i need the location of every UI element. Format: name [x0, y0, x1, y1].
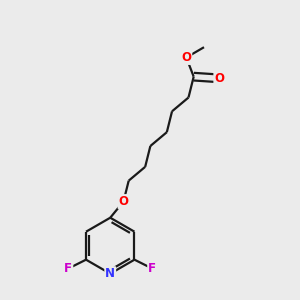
Text: O: O — [181, 51, 191, 64]
Text: F: F — [148, 262, 156, 275]
Text: O: O — [118, 195, 128, 208]
Text: O: O — [214, 72, 224, 85]
Text: N: N — [105, 267, 115, 280]
Text: F: F — [64, 262, 72, 275]
